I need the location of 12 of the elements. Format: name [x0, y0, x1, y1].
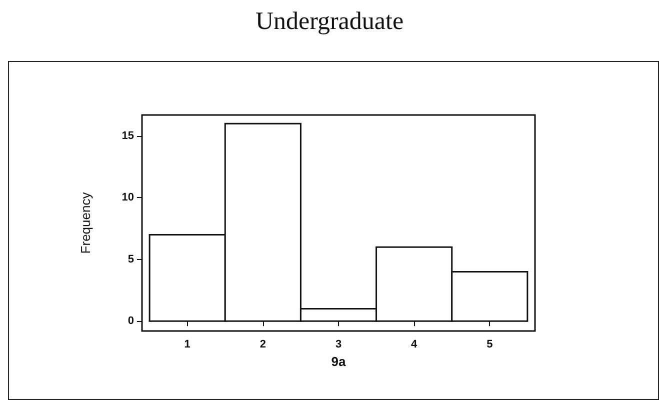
x-axis-title: 9a	[331, 354, 346, 369]
x-tick-label: 4	[411, 338, 418, 350]
y-axis-title: Frequency	[78, 192, 93, 254]
y-tick-label: 10	[122, 192, 134, 204]
chart-title: Undergraduate	[254, 8, 405, 36]
x-tick-label: 1	[184, 338, 190, 350]
y-tick-label: 15	[122, 130, 134, 142]
x-tick-label: 5	[486, 338, 493, 350]
y-tick-label: 5	[128, 253, 134, 266]
y-tick-label: 0	[128, 315, 134, 328]
x-tick-label: 2	[260, 338, 266, 350]
x-tick-label: 3	[335, 338, 342, 350]
